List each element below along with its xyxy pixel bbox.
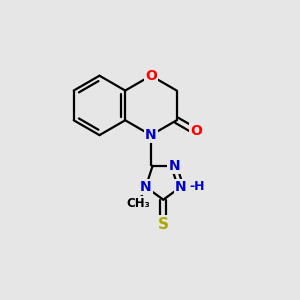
- Text: N: N: [140, 180, 152, 194]
- Text: N: N: [145, 128, 157, 142]
- Text: CH₃: CH₃: [126, 197, 150, 210]
- Text: O: O: [190, 124, 202, 138]
- Text: N: N: [168, 159, 180, 173]
- Text: N: N: [175, 180, 187, 194]
- Text: S: S: [158, 217, 169, 232]
- Text: -H: -H: [190, 181, 205, 194]
- Text: O: O: [145, 69, 157, 83]
